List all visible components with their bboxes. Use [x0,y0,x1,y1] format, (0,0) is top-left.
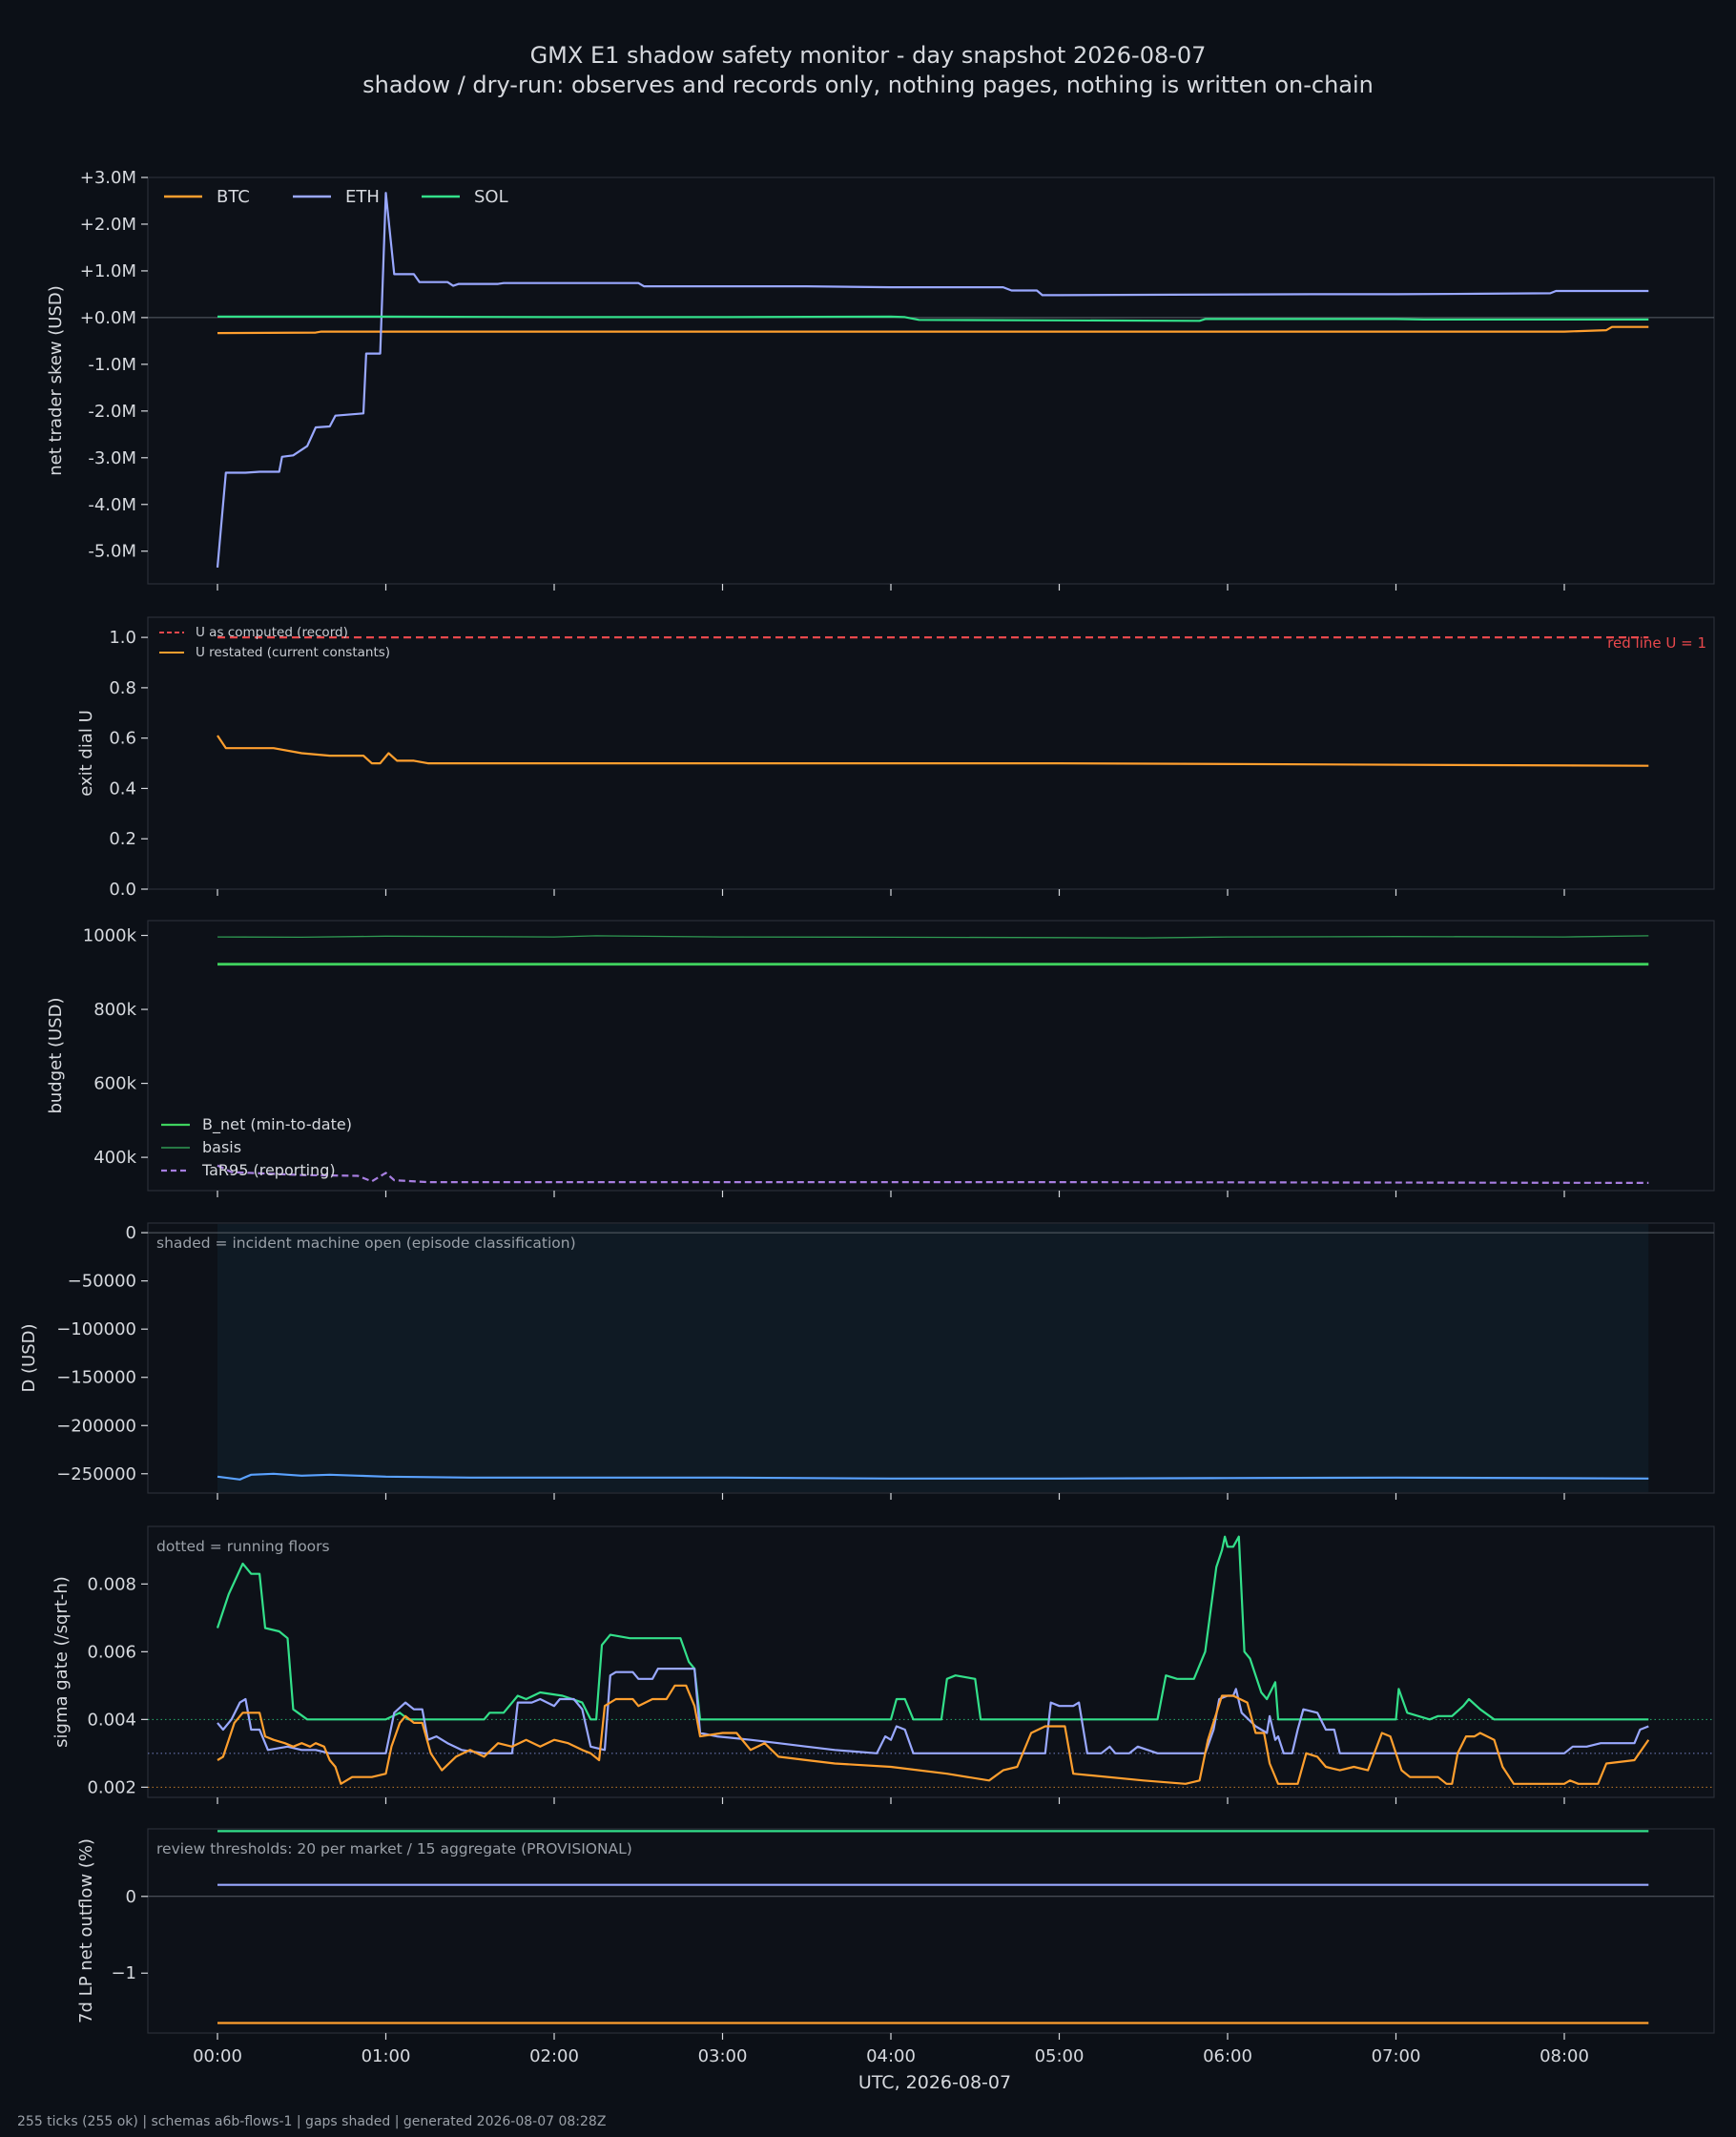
series-line-sol [216,1535,1649,1721]
y-tick-label: −200000 [56,1416,136,1436]
x-tick-label: 06:00 [1203,2046,1252,2066]
x-tick-label: 05:00 [1035,2046,1085,2066]
y-axis-label: budget (USD) [46,997,66,1113]
series-line-eth [217,1667,1649,1754]
series-line-u-restated-current-constants [217,735,1649,767]
legend-label: BTC [217,187,250,207]
y-tick-label: -4.0M [88,495,136,515]
x-tick-label: 02:00 [529,2046,579,2066]
y-tick-label: 0.2 [109,829,136,849]
legend-label: U as computed (record) [196,625,348,640]
y-axis-label: exit dial U [76,710,96,797]
y-tick-label: 0.4 [109,778,136,799]
y-tick-label: −50000 [68,1272,136,1292]
figure-subtitle: shadow / dry-run: observes and records o… [362,72,1374,98]
y-tick-label: -2.0M [88,402,136,422]
series-line-basis [217,935,1649,939]
series-line-eth [216,192,1649,568]
chart-panel-6: 0 −1 00:00 01:00 02:00 03:00 04:00 05:00 06:00 07… [76,1828,1715,2066]
y-axis-label: 7d LP net outflow (%) [76,1838,96,2023]
x-tick-label: 00:00 [193,2046,242,2066]
y-axis-label: net trader skew (USD) [46,285,66,476]
x-tick-label: 07:00 [1372,2046,1421,2066]
y-tick-label: -1.0M [88,355,136,375]
legend-label: SOL [474,187,508,207]
x-axis-label: UTC, 2026-08-07 [858,2072,1011,2093]
y-tick-label: −100000 [56,1319,136,1339]
y-tick-label: +2.0M [80,215,136,235]
y-tick-label: +0.0M [80,308,136,328]
chart-panel-3: 400k 600k 800k 1000k budget (USD) B_net (min-… [46,920,1715,1197]
x-tick-label: 03:00 [698,2046,748,2066]
y-tick-label: −1 [111,1963,136,1983]
y-tick-label: 600k [93,1074,136,1094]
y-tick-label: 0.006 [87,1642,136,1662]
legend-label: B_net (min-to-date) [202,1115,352,1134]
y-tick-label: 400k [93,1148,136,1168]
panel-frame [147,176,1715,585]
panel-annotation: shaded = incident machine open (episode … [156,1234,576,1252]
y-tick-label: 0 [126,1887,136,1907]
y-axis-label: D (USD) [19,1323,39,1392]
series-line-d [217,1472,1649,1481]
redline-annotation: red line U = 1 [1607,634,1706,652]
y-tick-label: −150000 [56,1368,136,1388]
y-tick-label: -3.0M [88,448,136,468]
y-axis-label: sigma gate (/sqrt-h) [52,1576,72,1748]
y-tick-label: 0.6 [109,729,136,749]
y-tick-label: 0.004 [87,1710,136,1730]
x-tick-label: 01:00 [362,2046,411,2066]
y-tick-label: +3.0M [80,168,136,188]
x-tick-label: 04:00 [866,2046,916,2066]
panels-group: +3.0M +2.0M +1.0M +0.0M -1.0M -2.0M -3.0M -4.0M… [19,168,1715,2066]
series-line-btc [217,1684,1650,1785]
y-tick-label: +1.0M [80,261,136,281]
chart-panel-4: 0 −50000 −100000 −150000 −200000 −250000 D (US… [19,1222,1715,1500]
y-tick-label: 0.0 [109,880,136,900]
panel-frame [147,616,1715,890]
y-tick-label: 0.002 [87,1777,136,1797]
x-tick-label: 08:00 [1540,2046,1589,2066]
y-tick-label: 0.8 [109,678,136,698]
legend-label: ETH [345,187,380,207]
figure-title: GMX E1 shadow safety monitor - day snaps… [530,42,1207,69]
y-tick-label: −250000 [56,1464,136,1484]
y-tick-label: -5.0M [88,542,136,562]
y-tick-label: 0.008 [87,1574,136,1594]
panel-annotation: review thresholds: 20 per market / 15 ag… [156,1840,632,1857]
chart-panel-1: +3.0M +2.0M +1.0M +0.0M -1.0M -2.0M -3.0M -4.0M… [46,168,1715,591]
legend-label: basis [202,1138,241,1156]
chart-panel-5: 0.002 0.004 0.006 0.008 sigma gate (/sqrt-h)… [52,1525,1715,1804]
y-tick-label: 1000k [83,926,137,946]
panel-frame [147,920,1715,1192]
y-tick-label: 0 [126,1223,136,1243]
panel-frame [147,1828,1715,2034]
y-tick-label: 800k [93,1000,136,1020]
chart-panel-2: 0.0 0.2 0.4 0.6 0.8 1.0 exit dial U red line U … [76,616,1715,900]
y-tick-label: 1.0 [109,628,136,648]
incident-shaded-region [217,1224,1649,1492]
legend-label: TaR95 (reporting) [201,1161,336,1179]
series-line-btc [217,325,1649,335]
legend-label: U restated (current constants) [196,645,390,660]
series-line-sol [217,315,1649,322]
panel-annotation: dotted = running floors [156,1538,330,1555]
footer-status: 255 ticks (255 ok) | schemas a6b-flows-1… [17,2114,606,2129]
panel-frame [147,1525,1715,1798]
series-line-tar95-reporting [217,1164,1649,1185]
